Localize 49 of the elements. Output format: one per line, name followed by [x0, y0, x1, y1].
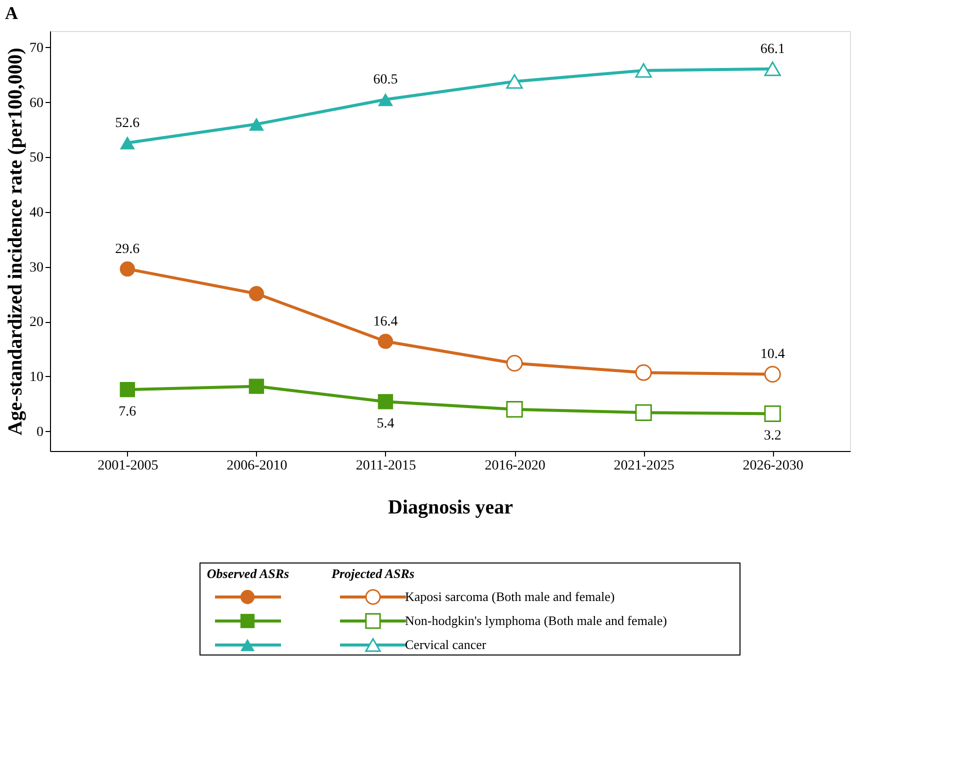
text: Observed ASRs	[206, 566, 290, 581]
y-tick-label: 60	[30, 96, 44, 111]
point	[764, 405, 781, 422]
y-tick-label: 40	[30, 205, 44, 220]
point	[248, 286, 264, 302]
point	[248, 118, 264, 131]
data-label: 10.4	[760, 347, 785, 362]
y-tick-label: 10	[30, 370, 44, 385]
point	[120, 382, 135, 398]
legend-label: Non-hodgkin's lymphoma (Both male and female)	[405, 613, 667, 628]
point	[764, 62, 781, 76]
x-tick-label: 2021-2025	[614, 458, 674, 474]
data-label: 66.1	[760, 42, 785, 57]
point	[378, 334, 394, 349]
legend-label: Cervical cancer	[405, 637, 487, 652]
data-label: 5.4	[376, 416, 394, 432]
point	[764, 366, 781, 383]
x-tick-label: 2006-2010	[226, 458, 288, 474]
data-label: 52.6	[115, 116, 140, 131]
x-tick-label: 2011-2015	[356, 458, 416, 474]
point	[248, 378, 264, 394]
text: Projected ASRs	[332, 566, 414, 581]
y-tick-label: 50	[30, 150, 44, 166]
data-label: 60.5	[373, 72, 398, 88]
y-axis-title: Age-standardized incidence rate (per100,000)	[4, 48, 26, 436]
point	[635, 364, 652, 381]
x-axis-title: Diagnosis year	[388, 496, 514, 518]
point	[635, 404, 652, 421]
data-label: 16.4	[373, 314, 398, 330]
legend-label: Kaposi sarcoma (Both male and female)	[405, 589, 615, 604]
point	[635, 63, 652, 78]
point	[378, 92, 394, 106]
x-tick-label: 2026-2030	[742, 458, 804, 474]
y-tick-label: 70	[30, 40, 44, 56]
x-tick-label: 2016-2020	[484, 458, 546, 474]
x-tick-label: 2001-2005	[98, 458, 158, 474]
point	[378, 394, 394, 410]
y-tick-label: 20	[30, 315, 44, 330]
point	[120, 136, 135, 150]
point	[506, 400, 523, 418]
chart-title: A	[5, 3, 18, 23]
data-label: 7.6	[118, 404, 136, 420]
data-label: 3.2	[764, 428, 782, 444]
point	[506, 74, 523, 89]
y-tick-label: 0	[36, 424, 44, 440]
data-label: 29.6	[115, 242, 140, 257]
y-tick-label: 30	[30, 260, 44, 276]
point	[506, 354, 523, 372]
point	[120, 261, 135, 277]
